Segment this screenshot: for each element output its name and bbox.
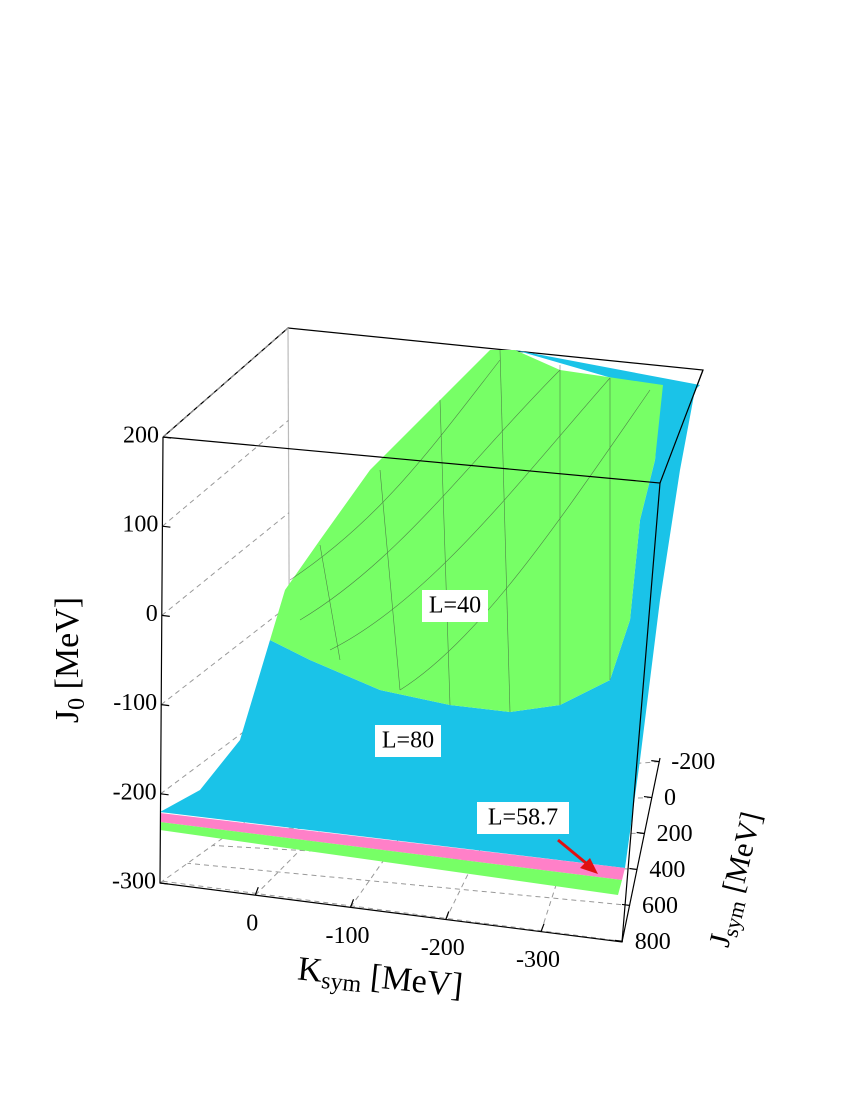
annotation: L=40: [429, 593, 481, 619]
tick-mark: [161, 704, 170, 707]
grid-line: [187, 862, 631, 906]
surface-l80: [160, 350, 700, 868]
z-tick-label: 0: [146, 601, 158, 627]
y-tick-label: 200: [657, 821, 693, 847]
surface-l58: [160, 813, 625, 880]
z-tick-label: 100: [122, 512, 158, 538]
tick-mark: [254, 886, 259, 896]
x-tick-label: -200: [421, 935, 465, 961]
tick-mark: [629, 867, 638, 871]
tick-mark: [651, 760, 660, 763]
grid-line: [162, 420, 289, 527]
y-tick-label: 600: [642, 893, 678, 919]
tick-mark: [621, 903, 631, 907]
tick-mark: [445, 911, 450, 920]
surface-bottom: [160, 822, 622, 895]
y-axis-label: Jsym [MeV]: [703, 809, 772, 951]
annotation: L=80: [382, 728, 434, 754]
grid-line: [162, 327, 289, 438]
box-edge: [659, 369, 704, 484]
tick-mark: [540, 923, 545, 932]
grid-line: [161, 512, 290, 616]
annotations: L=40 L=80 L=58.7: [375, 590, 569, 834]
z-tick-label: 200: [123, 423, 159, 449]
surface-mesh: [289, 349, 651, 713]
tick-mark: [162, 436, 172, 439]
tick-mark: [160, 793, 169, 796]
tick-mark: [159, 882, 169, 885]
z-tick-label: -200: [113, 779, 157, 805]
x-tick-label: 0: [246, 911, 258, 937]
tick-mark: [161, 614, 170, 617]
surfaces: [160, 349, 700, 895]
grid-line: [160, 604, 290, 705]
tick-mark: [349, 899, 355, 908]
z-tick-label: -100: [113, 690, 157, 716]
annotation: L=58.7: [488, 805, 558, 831]
jsym-axis: [621, 757, 661, 943]
z-axis-label: J0 [MeV]: [49, 597, 90, 723]
x-tick-label: -100: [326, 923, 370, 949]
annotation-box: [477, 802, 569, 834]
x-tick-label: -300: [516, 947, 560, 973]
z-tick-label: -300: [112, 869, 156, 895]
y-tick-label: 0: [664, 785, 676, 811]
grid-line: [212, 844, 638, 870]
tick-mark: [614, 939, 623, 942]
annotation-box: [422, 590, 488, 622]
tick-mark: [636, 831, 645, 835]
grid-line: [162, 880, 623, 942]
tick-mark: [643, 795, 653, 799]
surface-l40: [270, 350, 663, 712]
y-tick-label: 800: [635, 929, 671, 955]
y-tick-label: 400: [649, 857, 685, 883]
tick-mark: [162, 525, 171, 528]
y-tick-label: -200: [671, 749, 715, 775]
arrow-head: [580, 858, 598, 874]
annotation-box: [375, 725, 441, 757]
